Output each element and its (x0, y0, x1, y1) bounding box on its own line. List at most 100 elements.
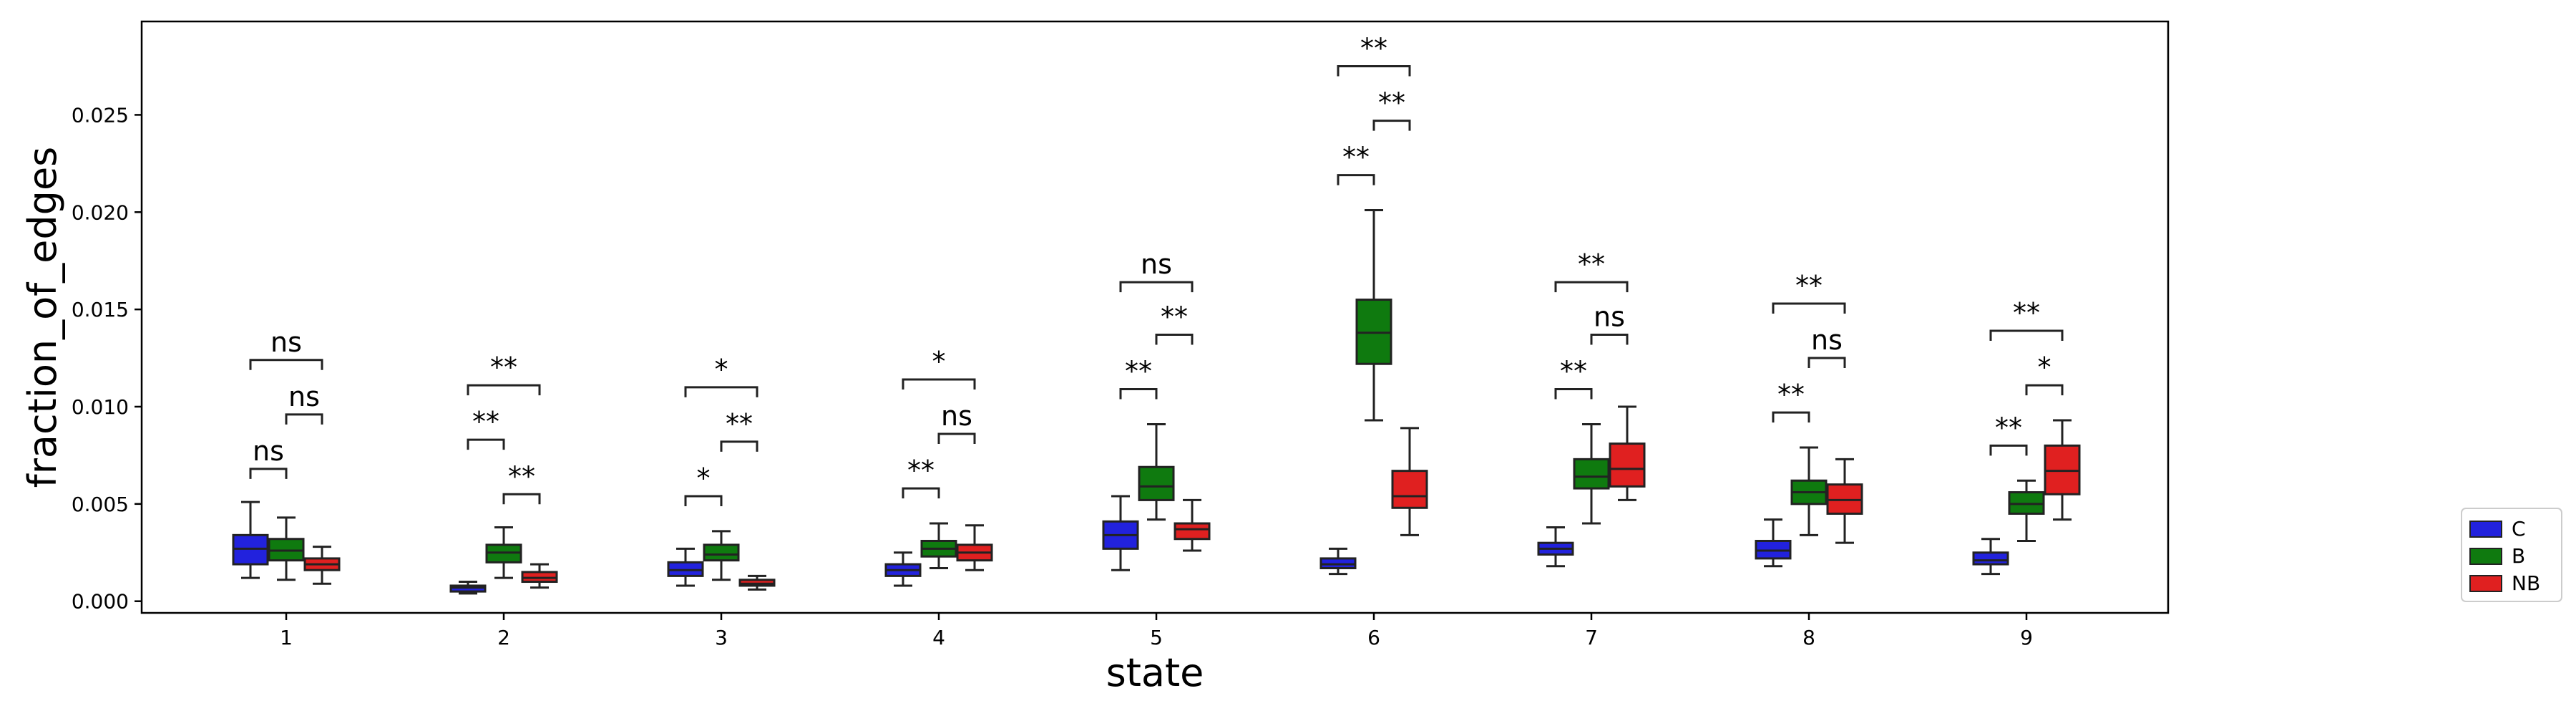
box-C-9 (1972, 538, 2009, 576)
box-C-1 (232, 500, 269, 579)
significance-label: ** (2013, 297, 2040, 329)
significance-bracket: ** (1989, 297, 2064, 342)
bracket-line (902, 378, 976, 390)
significance-bracket: ** (1554, 248, 1629, 293)
box-body (703, 543, 740, 562)
box-B-9 (2008, 479, 2045, 542)
bracket-line (902, 487, 940, 499)
box-C-6 (1319, 547, 1357, 576)
legend-item-C: C (2469, 517, 2526, 541)
significance-label: ** (490, 352, 517, 383)
significance-label: ns (1141, 248, 1172, 280)
box-NB-4 (956, 524, 993, 571)
x-tick-label: 4 (932, 626, 945, 649)
bracket-line (937, 432, 976, 445)
box-NB-7 (1609, 405, 1646, 501)
significance-bracket: ns (249, 435, 288, 479)
significance-bracket: ** (502, 460, 541, 505)
significance-label: ns (270, 326, 302, 358)
y-tick-label: 0.015 (72, 298, 129, 321)
legend-swatch (2469, 521, 2502, 538)
bracket-line (249, 359, 323, 370)
significance-bracket: ns (1807, 324, 1846, 369)
bracket-line (684, 386, 758, 397)
legend-item-B: B (2469, 544, 2525, 568)
bracket-line (1554, 388, 1593, 400)
box-B-1 (268, 516, 305, 581)
significance-label: ** (1360, 32, 1387, 64)
box-C-3 (667, 547, 704, 587)
box-B-5 (1138, 422, 1175, 521)
y-tick-label: 0.005 (72, 493, 129, 516)
bracket-line (1772, 411, 1810, 423)
box-C-4 (884, 551, 922, 587)
bracket-line (1554, 281, 1629, 293)
y-tick-label: 0.000 (72, 590, 129, 614)
significance-bracket: ** (467, 406, 505, 450)
significance-label: ** (1578, 248, 1605, 280)
box-NB-3 (738, 574, 776, 591)
box-B-8 (1790, 446, 1828, 536)
significance-label: ** (1125, 356, 1152, 387)
significance-bracket: * (684, 354, 758, 397)
significance-bracket: ns (937, 400, 976, 445)
bracket-line (1337, 174, 1375, 185)
box-B-7 (1573, 422, 1610, 525)
significance-bracket: ** (1772, 379, 1810, 423)
x-tick-label: 5 (1150, 626, 1163, 649)
significance-bracket: ** (902, 455, 940, 499)
plot-frame (140, 20, 2170, 614)
significance-label: ** (907, 455, 935, 486)
significance-label: ** (1161, 301, 1188, 332)
legend-label: B (2512, 544, 2525, 568)
significance-bracket: ns (1590, 301, 1629, 345)
significance-label: ns (1594, 301, 1625, 332)
significance-label: ** (1560, 356, 1587, 387)
significance-label: ns (941, 400, 972, 432)
significance-bracket: ** (1554, 356, 1593, 400)
bracket-line (1119, 388, 1158, 400)
significance-label: ** (1777, 379, 1805, 410)
significance-bracket: ** (1155, 301, 1194, 345)
box-body (1609, 442, 1646, 488)
x-tick-label: 3 (715, 626, 728, 649)
bracket-line (2025, 384, 2064, 396)
bracket-line (467, 438, 505, 450)
significance-bracket: ** (1772, 270, 1846, 314)
significance-bracket: ** (1337, 32, 1411, 77)
box-C-7 (1537, 526, 1574, 568)
significance-bracket: * (2025, 352, 2064, 396)
bracket-line (720, 440, 758, 452)
significance-bracket: * (684, 463, 723, 506)
significance-label: * (932, 346, 946, 377)
significance-bracket: ** (720, 408, 758, 452)
significance-label: ** (1795, 270, 1823, 301)
box-B-4 (920, 522, 957, 570)
y-tick-label: 0.020 (72, 200, 129, 224)
bracket-line (1807, 357, 1846, 369)
legend-item-NB: NB (2469, 571, 2540, 595)
significance-label: ** (726, 408, 753, 440)
bracket-line (684, 495, 723, 506)
legend-swatch (2469, 575, 2502, 592)
legend-label: C (2512, 517, 2526, 541)
box-NB-1 (303, 546, 341, 585)
x-axis: 1 2 3 4 5 6 7 8 9 (280, 613, 2033, 649)
bracket-line (1772, 302, 1846, 314)
box-NB-2 (521, 563, 558, 589)
bracket-line (1337, 64, 1411, 77)
significance-bracket: ** (1337, 142, 1375, 185)
significance-label: ** (1995, 412, 2022, 443)
box-NB-5 (1174, 498, 1211, 552)
y-axis-title: fraction_of_edges (20, 147, 65, 488)
bracket-line (467, 384, 541, 396)
significance-label: ns (1811, 324, 1843, 356)
significance-label: ** (1342, 142, 1370, 173)
bracket-line (1372, 120, 1411, 131)
significance-label: ns (253, 435, 284, 467)
significance-bracket: ** (1989, 412, 2028, 456)
significance-bracket: ** (1372, 87, 1411, 131)
x-tick-label: 7 (1585, 626, 1598, 649)
box-NB-8 (1826, 458, 1863, 544)
